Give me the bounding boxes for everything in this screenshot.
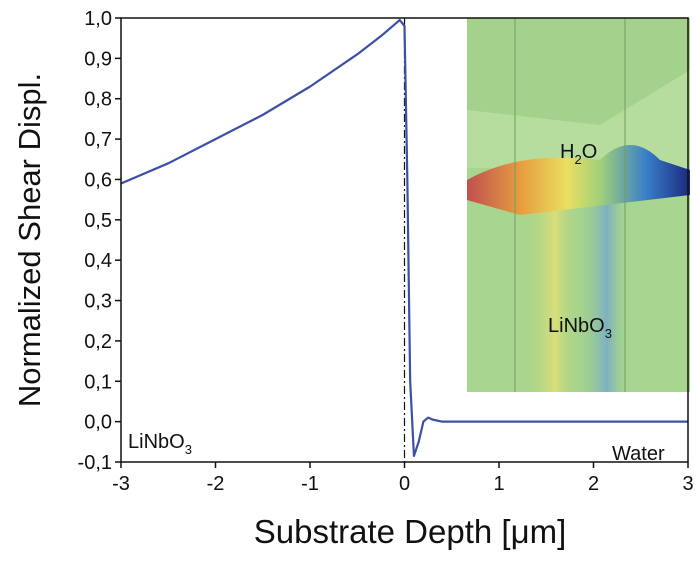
annotation-text: Water	[612, 443, 665, 465]
annotation: LiNbO3	[548, 315, 612, 341]
inset-image	[467, 18, 690, 392]
y-tick-label: 0,4	[84, 250, 112, 272]
y-tick-label: 0,1	[84, 371, 112, 393]
x-tick-label: 2	[588, 473, 599, 495]
x-tick-label: -1	[301, 473, 319, 495]
y-tick-label: 0,9	[84, 48, 112, 70]
y-axis-label: Normalized Shear Displ.	[12, 73, 47, 407]
annotation-text: H	[560, 141, 574, 163]
y-tick-label: -0,1	[78, 452, 112, 474]
plot-frame	[120, 17, 689, 463]
x-tick-label: -2	[207, 473, 225, 495]
annotation-text: LiNbO	[128, 431, 185, 453]
annotation-text: O	[582, 141, 598, 163]
annotation-subscript: 3	[185, 442, 192, 457]
x-tick-label: 0	[399, 473, 410, 495]
x-tick-label: 1	[493, 473, 504, 495]
data-line	[120, 18, 688, 458]
y-tick-label: 0,8	[84, 89, 112, 111]
annotation: H2O	[560, 141, 597, 167]
annotation-subscript: 2	[574, 152, 581, 167]
annotation-subscript: 3	[605, 326, 612, 341]
annotation: LiNbO3	[128, 431, 192, 457]
y-tick-label: 0,6	[84, 169, 112, 191]
x-tick-label: 3	[682, 473, 693, 495]
y-tick-label: 0,7	[84, 129, 112, 151]
annotation: Water	[612, 443, 665, 465]
y-tick-label: 0,0	[84, 412, 112, 434]
annotation-text: LiNbO	[548, 315, 605, 337]
y-tick-label: 1,0	[84, 8, 112, 30]
x-tick-label: -3	[112, 473, 130, 495]
y-tick-label: 0,2	[84, 331, 112, 353]
y-tick-label: 0,3	[84, 291, 112, 313]
y-tick-label: 0,5	[84, 210, 112, 232]
x-axis-label: Substrate Depth [μm]	[254, 513, 567, 550]
